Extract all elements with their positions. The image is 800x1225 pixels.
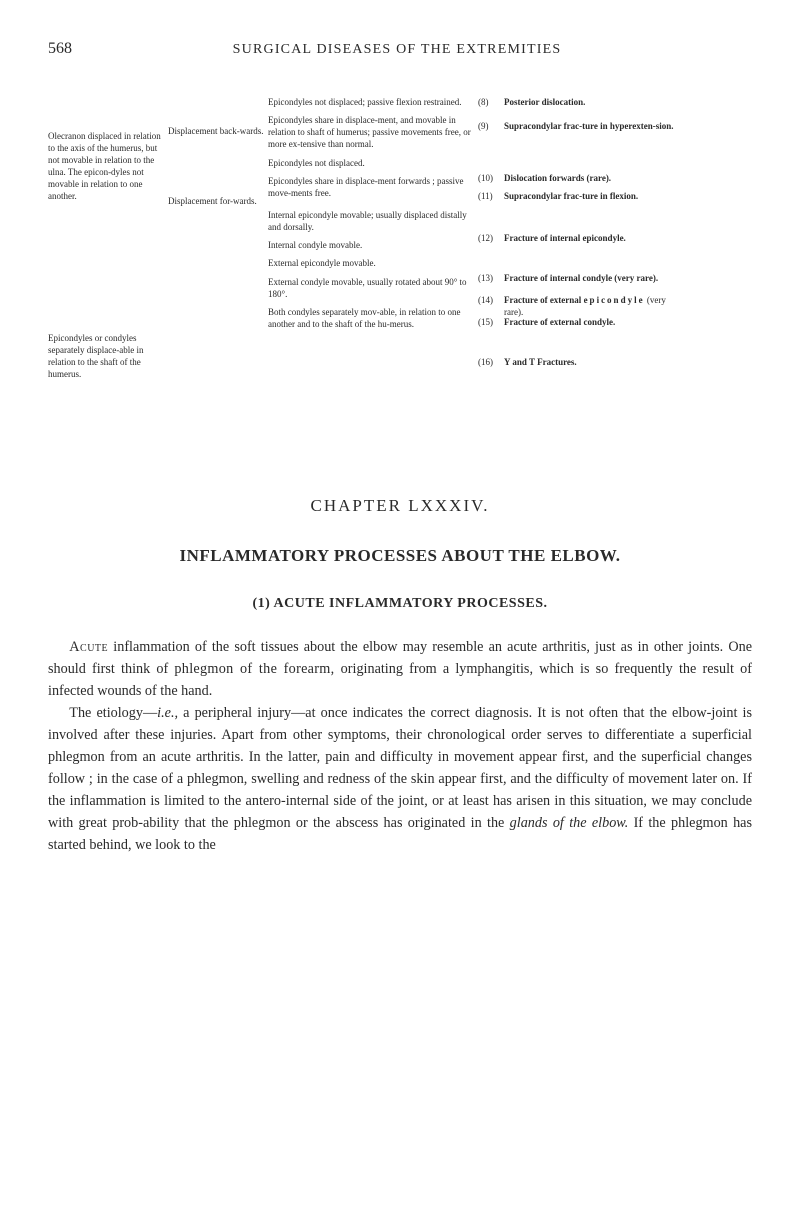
outline-item-d: Fracture of external condyle. (504, 316, 674, 356)
outline-item-d: Fracture of internal condyle (very rare)… (504, 272, 674, 294)
inline-italic: glands of the elbow. (510, 815, 629, 831)
outline-item-c: Epicondyles not displaced; passive flexi… (268, 96, 478, 108)
running-head: SURGICAL DISEASES OF THE EXTREMITIES (72, 42, 722, 58)
outline-item-c: Internal epicondyle movable; usually dis… (268, 209, 478, 233)
outline-item-c: Internal condyle movable. (268, 239, 478, 251)
outline-item-d: Fracture of external epicondyle (very ra… (504, 294, 674, 316)
outline-item-n: (9) (478, 120, 504, 172)
outline-left-2: Epicondyles or condyles separately displ… (48, 332, 168, 381)
outline-item-d: Y and T Fractures. (504, 356, 674, 368)
outline-item-d: Posterior dislocation. (504, 96, 674, 120)
outline-left-1: Olecranon displaced in relation to the a… (48, 130, 168, 203)
outline-item-n: (12) (478, 232, 504, 272)
outline-item-d: Fracture of internal epicondyle. (504, 232, 674, 272)
classification-outline: Olecranon displaced in relation to the a… (48, 96, 752, 436)
outline-item-d: Dislocation forwards (rare). (504, 172, 674, 190)
outline-item-c: Epicondyles not displaced. (268, 157, 478, 169)
outline-item-n: (10) (478, 172, 504, 190)
outline-item-c: External epicondyle movable. (268, 257, 478, 269)
outline-sub-a: Displacement back-wards. (168, 125, 263, 137)
outline-sub-b: Displacement for-wards. (168, 195, 257, 207)
outline-item-n: (14) (478, 294, 504, 316)
outline-item-n: (11) (478, 190, 504, 232)
body-text: Acute inflammation of the soft tissues a… (48, 636, 752, 856)
inline-italic: i.e., (157, 705, 178, 721)
chapter-title: CHAPTER LXXXIV. (48, 496, 752, 516)
inline-bold: phlegmon of the forearm, (174, 661, 334, 677)
outline-item-c: Both condyles separately mov-able, in re… (268, 306, 478, 330)
outline-item-n: (8) (478, 96, 504, 120)
outline-item-d: Supracondylar frac-ture in hyperexten-si… (504, 120, 674, 172)
outline-item-d: Supracondylar frac-ture in flexion. (504, 190, 674, 232)
outline-item-c: Epicondyles share in displace-ment forwa… (268, 175, 478, 199)
outline-item-n: (16) (478, 356, 504, 368)
main-title: INFLAMMATORY PROCESSES ABOUT THE ELBOW. (48, 546, 752, 566)
page-number: 568 (48, 40, 72, 58)
outline-item-n: (15) (478, 316, 504, 356)
paragraph-2: The etiology—i.e., a peripheral injury—a… (48, 702, 752, 856)
paragraph-1: Acute inflammation of the soft tissues a… (48, 636, 752, 702)
outline-item-c: Epicondyles share in displace-ment, and … (268, 114, 478, 150)
outline-item-c: External condyle movable, usually rotate… (268, 276, 478, 300)
outline-item-n: (13) (478, 272, 504, 294)
lead-word: Acute (69, 639, 108, 655)
section-title: (1) ACUTE INFLAMMATORY PROCESSES. (48, 596, 752, 612)
page-header: 568 SURGICAL DISEASES OF THE EXTREMITIES (48, 40, 752, 58)
